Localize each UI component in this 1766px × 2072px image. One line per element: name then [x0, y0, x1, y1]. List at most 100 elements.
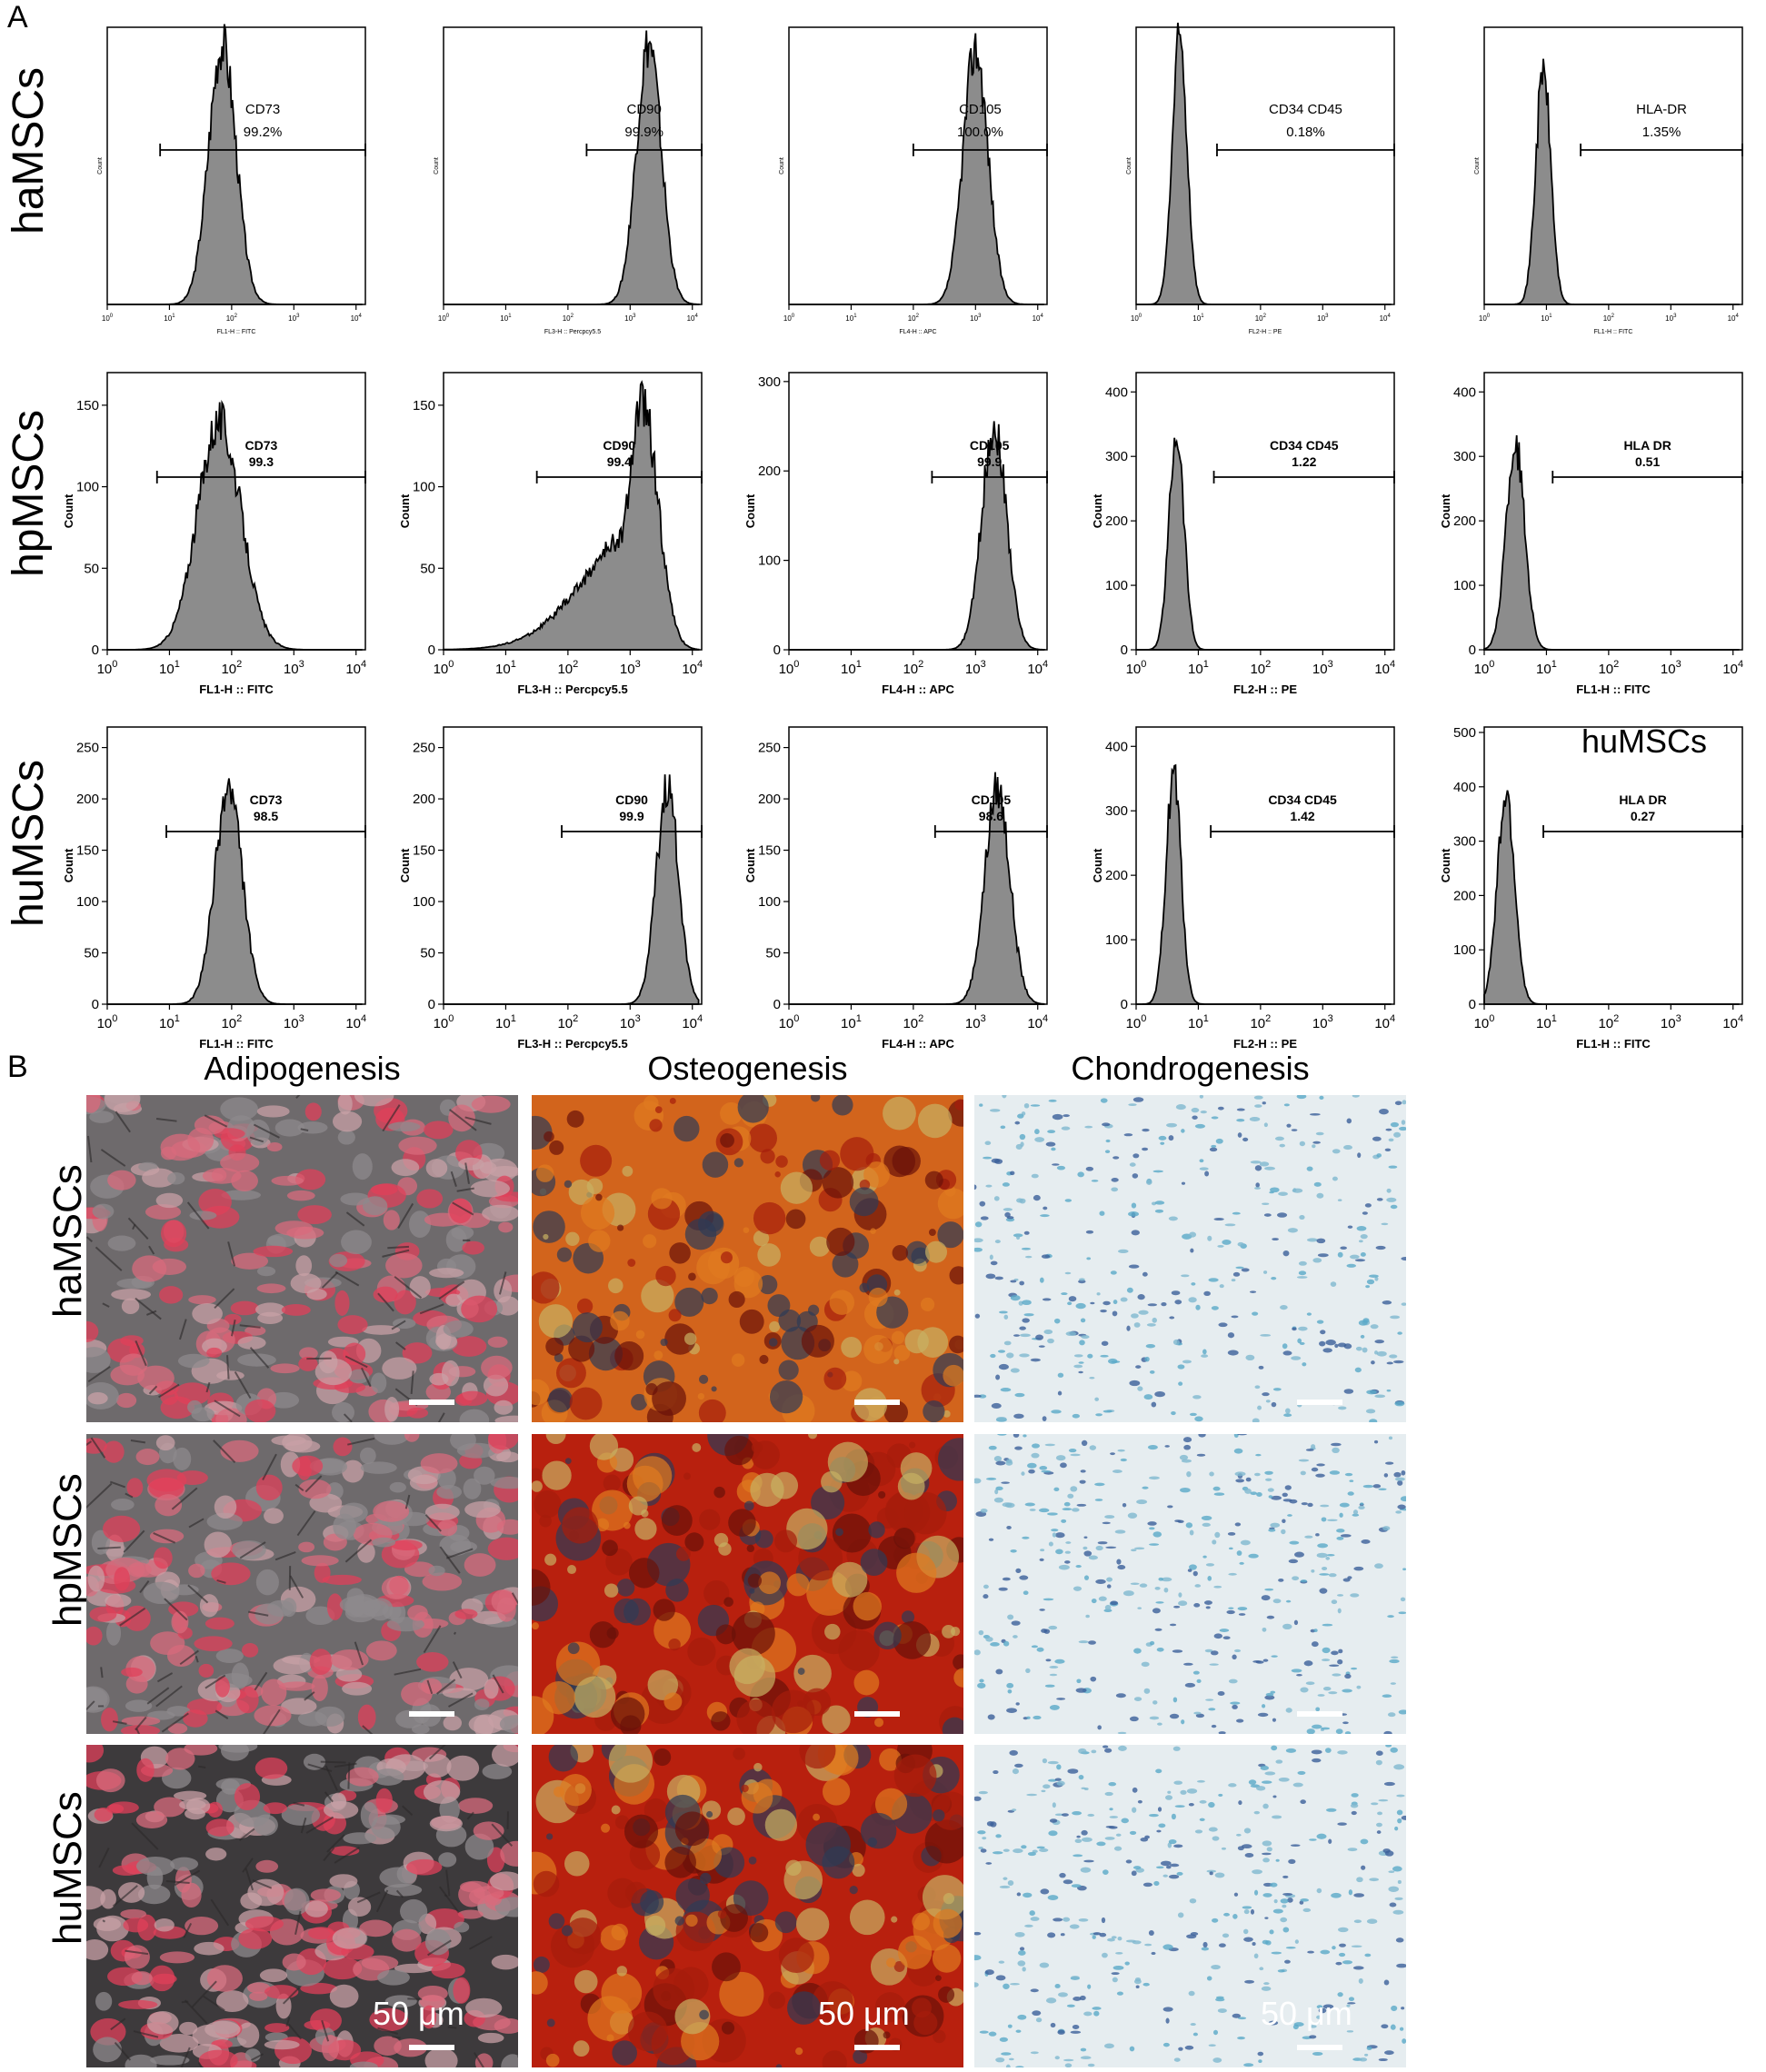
x-tick-label: 101: [845, 314, 857, 323]
x-tick-label: 103: [620, 659, 641, 677]
x-tick-label: 100: [97, 659, 118, 677]
gate-marker-name: HLA DR: [1623, 438, 1671, 453]
x-tick-label: 104: [682, 659, 703, 677]
x-tick-label: 100: [434, 659, 454, 677]
histogram-hamscs-cd73: 100 101 102 103 104 FL1-H :: FITC Count CD73 99.…: [82, 14, 373, 359]
histogram-hamscs-cd105: 100 101 102 103 104 FL4-H :: APC Count CD105 100…: [763, 14, 1054, 359]
plot-frame: [106, 372, 366, 651]
gate-percentage: 1.42: [1290, 809, 1314, 823]
x-tick-label: 100: [97, 1013, 118, 1031]
gate-percentage: 99.3: [249, 454, 274, 469]
y-tick-label: 400: [1105, 384, 1128, 400]
scale-bar-label: 50 μm: [1261, 1995, 1352, 2032]
plot-frame: [1483, 726, 1743, 1005]
y-tick-label: 500: [1453, 725, 1476, 741]
x-tick-label: 102: [903, 659, 923, 677]
y-tick-label: 200: [76, 792, 99, 807]
scale-bar: [854, 2045, 900, 2050]
y-tick-label: 100: [1453, 578, 1476, 593]
micrograph-texture: [532, 1434, 963, 1734]
x-tick-label: 104: [345, 1013, 366, 1031]
gate-marker-name: CD34 CD45: [1268, 792, 1337, 807]
plot-frame: [788, 26, 1048, 305]
plot-frame: [788, 726, 1048, 1005]
x-tick-label: 102: [557, 659, 578, 677]
x-tick-label: 101: [1541, 314, 1552, 323]
x-axis-label: FL3-H :: Percpcy5.5: [544, 329, 601, 335]
gate-marker: [585, 144, 703, 156]
histogram-area: [1136, 22, 1392, 305]
gate-marker-name: CD34 CD45: [1269, 102, 1342, 117]
histogram-humscs-cd73: 100 101 102 103 104 0 50 100 150 200 250 FL1-H :: F…: [62, 713, 373, 1059]
y-tick-label: 50: [84, 561, 99, 576]
gate-marker: [1210, 825, 1395, 838]
histogram-area: [1483, 790, 1740, 1005]
x-tick-label: 101: [159, 1013, 180, 1031]
scale-bar-label: 50 μm: [373, 1995, 464, 2032]
row-label-b-hamscs: haMSCs: [45, 1164, 90, 1318]
x-axis-label: FL2-H :: PE: [1233, 1037, 1297, 1051]
y-tick-label: 50: [420, 946, 435, 961]
x-tick-label: 100: [1474, 659, 1495, 677]
gate-marker: [535, 471, 703, 483]
x-tick-label: 100: [783, 314, 795, 323]
micrograph-texture: [86, 1434, 518, 1734]
x-tick-label: 100: [1479, 314, 1491, 323]
micrograph-texture: [974, 1095, 1406, 1422]
x-tick-label: 102: [903, 1013, 923, 1031]
micrograph-texture: [974, 1745, 1406, 2067]
scale-bar: [854, 1400, 900, 1405]
x-tick-label: 102: [221, 1013, 242, 1031]
x-tick-label: 102: [908, 314, 920, 323]
x-tick-label: 104: [1033, 314, 1044, 323]
scale-bar: [409, 1711, 454, 1717]
x-axis-label: FL2-H :: PE: [1249, 329, 1282, 335]
micrograph-humscs-chondrogenesis: [974, 1745, 1406, 2067]
x-tick-label: 102: [226, 314, 238, 323]
x-tick-label: 102: [1598, 659, 1619, 677]
histogram-area: [789, 421, 1045, 651]
scale-bar: [409, 2045, 454, 2050]
histogram-humscs-hla-dr: 100 101 102 103 104 0 100 200 300 400 500 FL1-H :: …: [1439, 713, 1750, 1059]
gate-marker-name: CD105: [970, 438, 1010, 453]
micrograph-texture: [974, 1434, 1406, 1734]
histogram-area: [1483, 434, 1740, 651]
panel-b-label: B: [7, 1050, 28, 1084]
x-tick-label: 103: [620, 1013, 641, 1031]
x-axis-label: FL1-H :: FITC: [217, 329, 256, 335]
y-axis-label: Count: [434, 157, 440, 174]
histogram-humscs-cd105: 100 101 102 103 104 0 50 100 150 200 250 FL4-H :: A…: [743, 713, 1054, 1059]
y-tick-label: 300: [758, 374, 781, 390]
y-tick-label: 300: [1453, 834, 1476, 850]
gate-marker-name: HLA-DR: [1636, 102, 1687, 117]
plot-frame: [106, 26, 366, 305]
histogram-area: [1136, 437, 1392, 651]
histogram-hpmscs-cd34-cd45: 100 101 102 103 104 0 100 200 300 400 FL2-H :: PE C…: [1091, 359, 1402, 704]
x-tick-label: 101: [1192, 314, 1204, 323]
x-tick-label: 103: [288, 314, 300, 323]
gate-marker: [1216, 144, 1395, 156]
y-axis-label: Count: [1474, 157, 1481, 174]
scale-bar: [409, 1400, 454, 1405]
y-axis-label: Count: [743, 848, 757, 882]
y-tick-label: 150: [413, 398, 435, 413]
x-axis-label: FL4-H :: APC: [882, 1037, 954, 1051]
x-tick-label: 103: [1661, 1013, 1681, 1031]
plot-frame: [443, 726, 703, 1005]
micrograph-humscs-osteogenesis: [532, 1745, 963, 2067]
y-axis-label: Count: [62, 493, 75, 528]
y-tick-label: 0: [92, 997, 99, 1012]
y-axis-label: Count: [398, 493, 412, 528]
x-tick-label: 104: [1027, 659, 1048, 677]
y-tick-label: 200: [758, 792, 781, 807]
gate-marker-name: HLA DR: [1619, 792, 1666, 807]
x-axis-label: FL1-H :: FITC: [199, 682, 274, 696]
y-tick-label: 0: [773, 643, 781, 658]
gate-percentage: 1.35%: [1642, 125, 1681, 140]
y-tick-label: 200: [1105, 868, 1128, 883]
x-tick-label: 102: [1255, 314, 1267, 323]
x-tick-label: 103: [1312, 659, 1333, 677]
